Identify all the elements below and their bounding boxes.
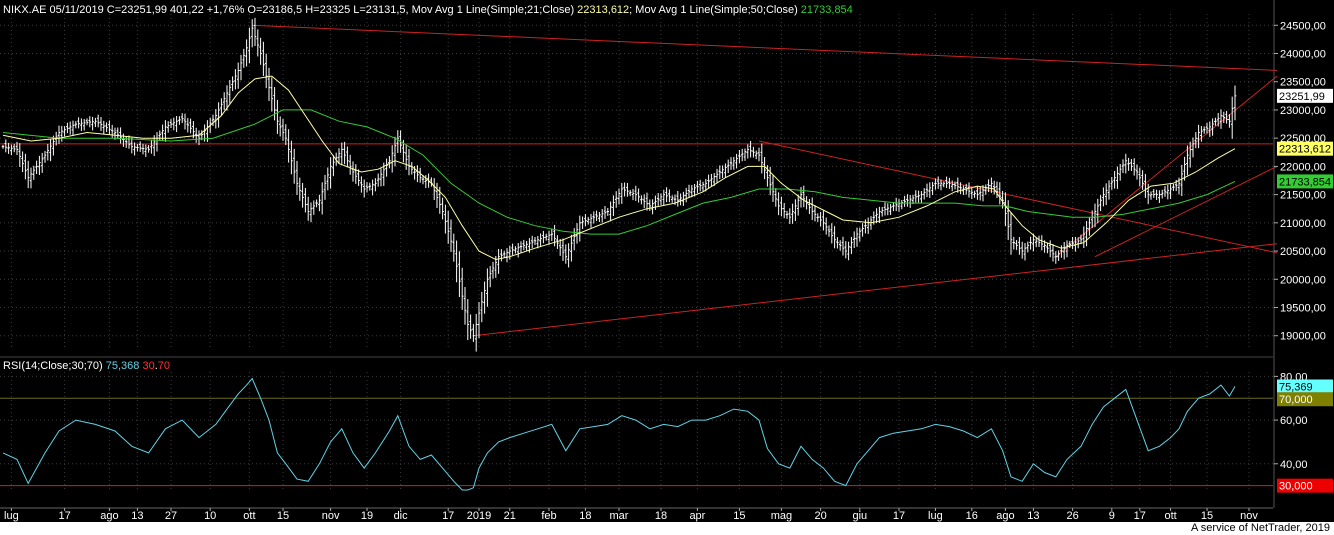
rsi-value-badge-bg bbox=[1277, 379, 1333, 394]
price-tick-label: 20500,00 bbox=[1280, 246, 1326, 258]
time-tick-label: 2019 bbox=[467, 510, 491, 522]
price-tick-label: 24500,00 bbox=[1280, 20, 1326, 32]
time-tick-label: 26 bbox=[1066, 510, 1078, 522]
ma50-badge: 21733,854 bbox=[1279, 176, 1331, 188]
rsi-header-low: 30 bbox=[142, 360, 155, 372]
time-tick-label: mag bbox=[771, 510, 792, 522]
time-axis: lug 17 ago 13 27 10 ott 15 nov 19 dic 17 2019 21 feb 18… bbox=[0, 507, 1273, 522]
rsi-30-badge-bg bbox=[1277, 478, 1333, 493]
price-axis: 24500,0024000,0023500,0023000,0022500,00… bbox=[1273, 0, 1326, 508]
time-tick-label: ott bbox=[1164, 510, 1176, 522]
ma50-header-value: 21733,854 bbox=[800, 4, 853, 16]
rsi-line bbox=[2, 377, 1236, 491]
ma21-line bbox=[2, 75, 1236, 261]
price-tick-label: 22000,00 bbox=[1280, 161, 1326, 173]
price-header-label: NIKX.AE 05/11/2019 C=23251,99 401,22 +1,… bbox=[3, 4, 406, 16]
price-tick-label: 20000,00 bbox=[1280, 274, 1326, 286]
time-tick-label: 17 bbox=[442, 510, 454, 522]
trendline bbox=[1094, 165, 1278, 258]
rsi-header: RSI(14;Close;30;70) 75,368 30.70 bbox=[3, 360, 171, 372]
price-tick-label: 24000,00 bbox=[1280, 49, 1326, 61]
rsi-70-badge: 70,000 bbox=[1279, 394, 1313, 406]
price-tick-label: 19000,00 bbox=[1280, 331, 1326, 343]
ma21-header-label: Mov Avg 1 Line(Simple;21;Close) bbox=[411, 4, 575, 16]
rsi-header-value: 75,368 bbox=[105, 360, 140, 372]
ma21-header-value: 22313,612 bbox=[577, 4, 630, 16]
price-panel-grid bbox=[0, 14, 1273, 347]
time-tick-label: apr bbox=[689, 510, 705, 522]
time-tick-label: 15 bbox=[277, 510, 289, 522]
price-tick-label: 21500,00 bbox=[1280, 190, 1326, 202]
price-header: NIKX.AE 05/11/2019 C=23251,99 401,22 +1,… bbox=[3, 4, 853, 16]
last-price-badge-bg bbox=[1277, 88, 1333, 103]
trendline bbox=[758, 140, 1278, 254]
price-bars bbox=[1, 17, 1237, 352]
time-tick-label: 10 bbox=[204, 510, 216, 522]
price-tick-label: 23000,00 bbox=[1280, 105, 1326, 117]
time-tick-label: 9 bbox=[1109, 510, 1115, 522]
rsi-value-badge: 75,369 bbox=[1279, 381, 1313, 393]
price-tick-label: 23500,00 bbox=[1280, 77, 1326, 89]
time-tick-label: ott bbox=[243, 510, 255, 522]
time-tick-label: nov bbox=[322, 510, 340, 522]
time-tick-label: giu bbox=[852, 510, 867, 522]
ma21-badge: 22313,612 bbox=[1279, 144, 1331, 156]
time-tick-label: dic bbox=[394, 510, 409, 522]
time-tick-label: lug bbox=[928, 510, 943, 522]
time-tick-label: mar bbox=[610, 510, 629, 522]
rsi-tick-label: 40,00 bbox=[1280, 459, 1308, 471]
time-tick-label: 18 bbox=[579, 510, 591, 522]
price-tick-label: 19500,00 bbox=[1280, 302, 1326, 314]
ma21-badge-bg bbox=[1277, 141, 1333, 156]
rsi-panel-grid bbox=[0, 372, 1273, 490]
time-tick-label: ago bbox=[996, 510, 1014, 522]
time-tick-label: 16 bbox=[966, 510, 978, 522]
time-tick-label: nov bbox=[1240, 510, 1258, 522]
time-tick-label: 19 bbox=[361, 510, 373, 522]
ma50-header-label: Mov Avg 1 Line(Simple;50;Close) bbox=[635, 4, 798, 16]
time-tick-label: feb bbox=[541, 510, 556, 522]
time-tick-label: lug bbox=[4, 510, 19, 522]
time-tick-label: ago bbox=[100, 510, 118, 522]
last-price-badge: 23251,99 bbox=[1279, 91, 1325, 103]
credit-text: A service of NetTrader, 2019 bbox=[1191, 522, 1330, 534]
ma50-badge-bg bbox=[1277, 174, 1333, 189]
trendline bbox=[252, 24, 1278, 71]
rsi-header-label: RSI(14;Close;30;70) bbox=[3, 360, 103, 372]
time-tick-label: 18 bbox=[655, 510, 667, 522]
time-tick-label: 13 bbox=[131, 510, 143, 522]
time-tick-label: 13 bbox=[1027, 510, 1039, 522]
rsi-level-lines bbox=[0, 397, 1273, 487]
time-tick-label: 17 bbox=[893, 510, 905, 522]
time-tick-label: 20 bbox=[814, 510, 826, 522]
rsi-tick-label: 60,00 bbox=[1280, 415, 1308, 427]
time-tick-label: 21 bbox=[504, 510, 516, 522]
time-tick-label: 15 bbox=[1201, 510, 1213, 522]
time-tick-label: 27 bbox=[165, 510, 177, 522]
rsi-30-badge: 30,000 bbox=[1279, 481, 1313, 493]
trendlines bbox=[0, 24, 1278, 337]
ma50-line bbox=[2, 109, 1236, 235]
time-tick-label: 17 bbox=[1134, 510, 1146, 522]
footer-bar bbox=[0, 522, 1334, 535]
time-tick-label: 17 bbox=[58, 510, 70, 522]
price-tick-label: 21000,00 bbox=[1280, 218, 1326, 230]
time-tick-label: 15 bbox=[733, 510, 745, 522]
rsi-70-badge-bg bbox=[1277, 392, 1333, 407]
trendline bbox=[473, 243, 1278, 337]
rsi-header-high: 70 bbox=[157, 360, 171, 372]
